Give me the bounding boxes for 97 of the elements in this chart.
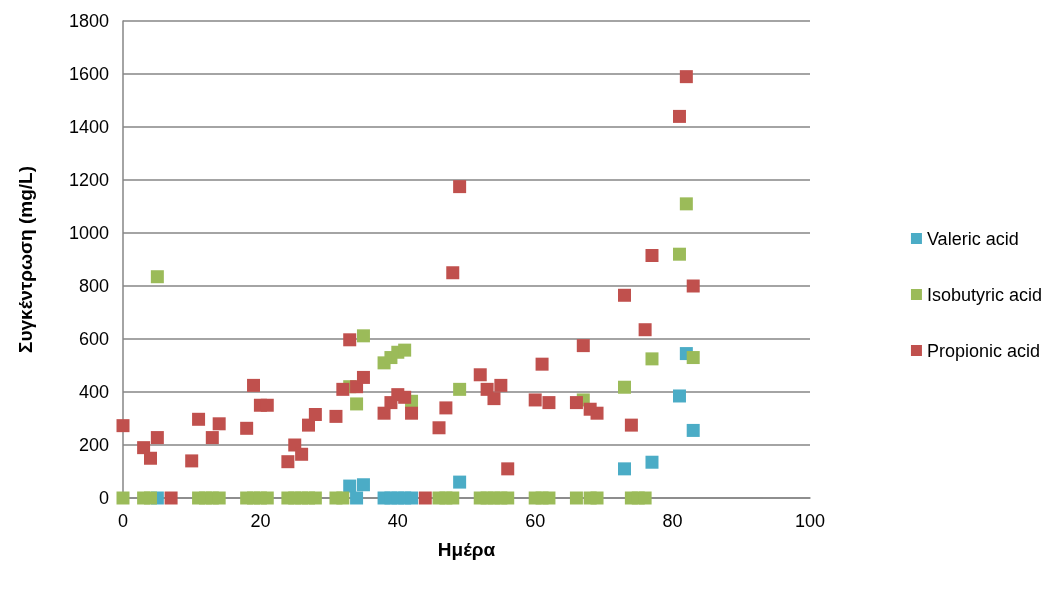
x-tick-label: 100 bbox=[794, 511, 826, 531]
x-tick-label: 60 bbox=[525, 511, 546, 531]
y-tick-label: 800 bbox=[78, 276, 109, 296]
point bbox=[432, 421, 446, 435]
point bbox=[686, 423, 700, 437]
x-tick-label: 80 bbox=[662, 511, 683, 531]
point bbox=[398, 343, 412, 357]
point bbox=[446, 266, 460, 280]
y-tick-label: 1600 bbox=[68, 64, 109, 84]
point bbox=[576, 339, 590, 353]
point bbox=[638, 323, 652, 337]
point bbox=[116, 491, 130, 505]
point bbox=[569, 491, 583, 505]
point bbox=[295, 447, 309, 461]
y-tick-label: 1200 bbox=[68, 170, 109, 190]
point bbox=[336, 491, 350, 505]
point bbox=[473, 368, 487, 382]
point bbox=[569, 396, 583, 410]
legend-label: Isobutyric acid bbox=[926, 284, 1043, 305]
point bbox=[116, 419, 130, 433]
point bbox=[343, 333, 357, 347]
y-tick-label: 600 bbox=[78, 329, 109, 349]
y-tick-label: 0 bbox=[98, 488, 109, 508]
point bbox=[686, 279, 700, 293]
legend-label: Valeric acid bbox=[926, 228, 1019, 249]
point bbox=[143, 491, 157, 505]
point bbox=[356, 478, 370, 492]
point bbox=[542, 396, 556, 410]
point bbox=[487, 392, 501, 406]
point bbox=[164, 491, 178, 505]
point bbox=[260, 491, 274, 505]
point bbox=[350, 397, 364, 411]
point bbox=[247, 378, 261, 392]
point bbox=[350, 491, 364, 505]
point bbox=[679, 197, 693, 211]
y-axis-title: Συγκέντρωση (mg/L) bbox=[15, 166, 36, 353]
point bbox=[143, 451, 157, 465]
point bbox=[494, 378, 508, 392]
point bbox=[329, 409, 343, 423]
point bbox=[418, 491, 432, 505]
x-tick-label: 20 bbox=[250, 511, 271, 531]
y-tick-label: 1800 bbox=[68, 11, 109, 31]
point bbox=[645, 352, 659, 366]
point bbox=[453, 475, 467, 489]
x-axis-title: Ημέρα bbox=[437, 539, 496, 560]
point bbox=[405, 491, 419, 505]
point bbox=[535, 357, 549, 371]
point bbox=[405, 406, 419, 420]
point bbox=[301, 418, 315, 432]
point bbox=[645, 249, 659, 263]
y-tick-label: 1000 bbox=[68, 223, 109, 243]
point bbox=[590, 491, 604, 505]
point bbox=[453, 180, 467, 194]
point bbox=[281, 455, 295, 469]
point bbox=[356, 329, 370, 343]
point bbox=[212, 491, 226, 505]
point bbox=[528, 393, 542, 407]
point bbox=[205, 431, 219, 445]
point bbox=[618, 380, 632, 394]
point bbox=[192, 412, 206, 426]
point bbox=[618, 462, 632, 476]
point bbox=[398, 390, 412, 404]
point bbox=[501, 491, 515, 505]
point bbox=[501, 462, 515, 476]
point bbox=[672, 109, 686, 123]
y-tick-label: 200 bbox=[78, 435, 109, 455]
point bbox=[260, 398, 274, 412]
point bbox=[336, 382, 350, 396]
point bbox=[638, 491, 652, 505]
point bbox=[150, 431, 164, 445]
point bbox=[439, 401, 453, 415]
point bbox=[308, 491, 322, 505]
point bbox=[686, 351, 700, 365]
point bbox=[150, 270, 164, 284]
x-tick-label: 40 bbox=[387, 511, 408, 531]
point bbox=[446, 491, 460, 505]
point bbox=[672, 389, 686, 403]
point bbox=[618, 288, 632, 302]
y-tick-label: 400 bbox=[78, 382, 109, 402]
point bbox=[343, 479, 357, 493]
point bbox=[624, 418, 638, 432]
point bbox=[212, 417, 226, 431]
point bbox=[542, 491, 556, 505]
point bbox=[377, 406, 391, 420]
y-tick-label: 1400 bbox=[68, 117, 109, 137]
x-tick-label: 0 bbox=[117, 511, 129, 531]
point bbox=[356, 370, 370, 384]
point bbox=[137, 441, 151, 455]
point bbox=[645, 455, 659, 469]
point bbox=[185, 454, 199, 468]
point bbox=[240, 421, 254, 435]
point bbox=[679, 70, 693, 84]
point bbox=[672, 247, 686, 261]
point bbox=[308, 408, 322, 422]
point bbox=[590, 406, 604, 420]
legend-label: Propionic acid bbox=[926, 340, 1041, 361]
point bbox=[453, 382, 467, 396]
